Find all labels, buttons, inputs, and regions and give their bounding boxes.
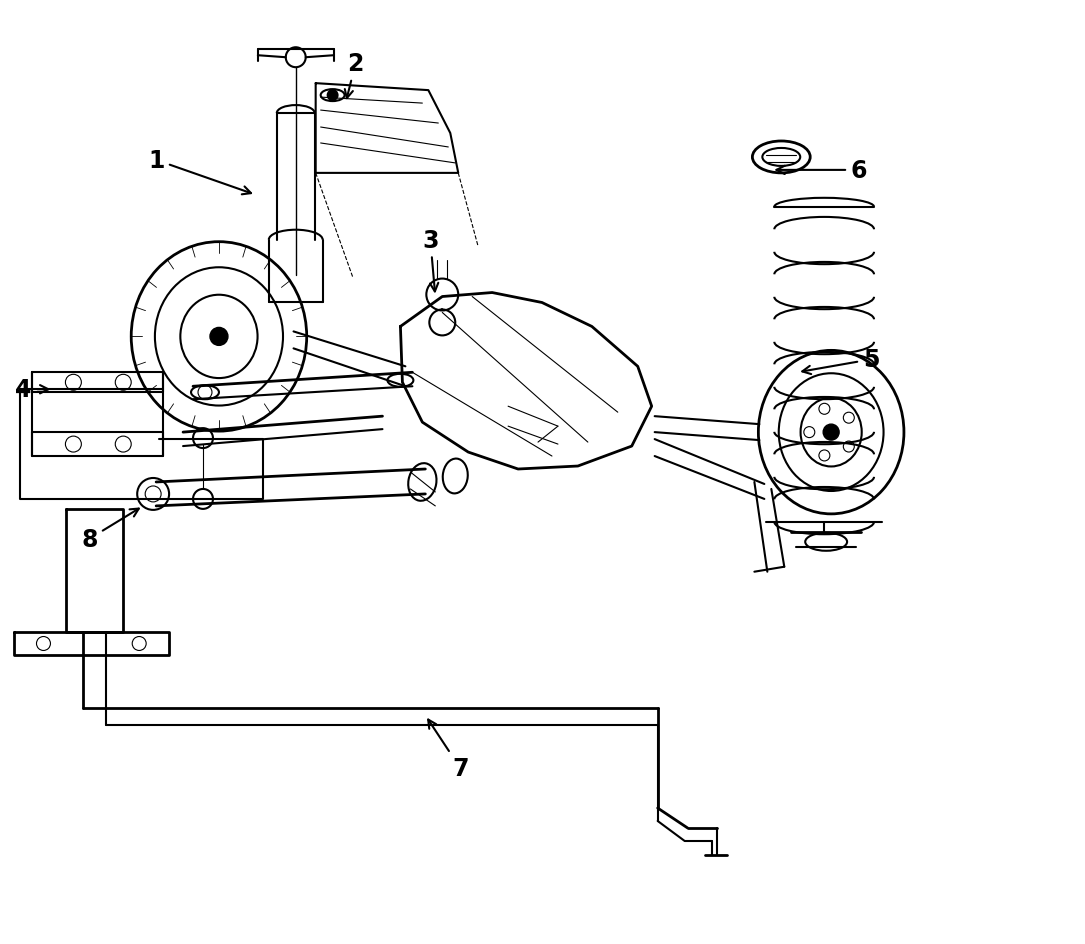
Text: 7: 7 <box>429 719 469 781</box>
Text: 5: 5 <box>802 348 879 375</box>
Text: 2: 2 <box>345 52 363 99</box>
Circle shape <box>824 425 839 441</box>
Circle shape <box>327 90 339 102</box>
Text: 8: 8 <box>81 509 139 551</box>
Text: 1: 1 <box>148 149 251 195</box>
Text: 3: 3 <box>422 228 438 292</box>
Circle shape <box>210 329 228 346</box>
Text: 6: 6 <box>777 159 867 183</box>
Text: 4: 4 <box>15 378 49 402</box>
